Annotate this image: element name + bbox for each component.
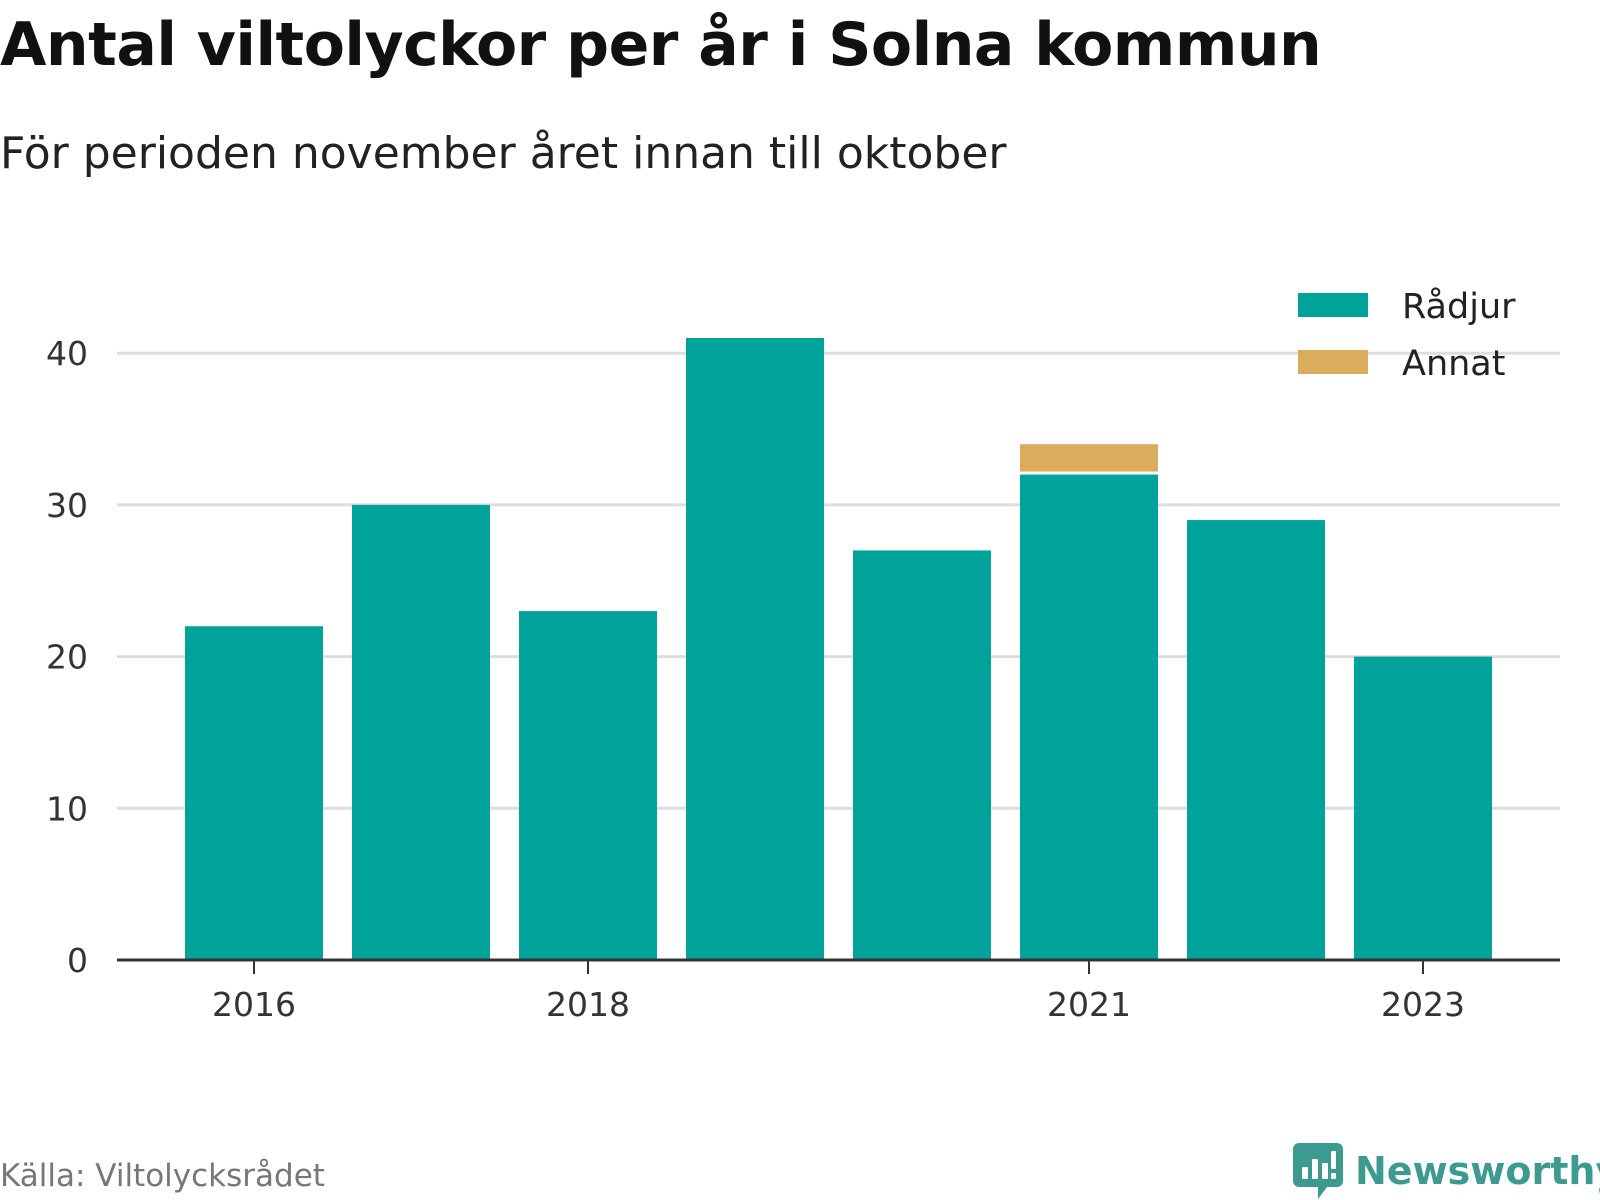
y-tick-label: 0 [67, 941, 88, 980]
y-tick-label: 10 [46, 789, 88, 828]
chart-title: Antal viltolyckor per år i Solna kommun [0, 10, 1322, 80]
gridlines [117, 351, 1560, 810]
legend-swatch-annat [1298, 350, 1368, 374]
y-tick-label: 40 [46, 334, 88, 373]
newsworthy-logo-text: Newsworthy [1355, 1149, 1600, 1193]
source-note: Källa: Viltolycksrådet [0, 1158, 325, 1194]
legend-swatch-radjur [1298, 293, 1368, 317]
bar-radjur-2018 [519, 611, 657, 960]
legend: Rådjur Annat [1298, 286, 1516, 384]
bar-radjur-2019 [686, 338, 824, 960]
bar-radjur-2023 [1354, 656, 1492, 960]
bar-chart: 0 10 20 30 40 2016 2018 2021 2023 Rådjur Annat [46, 286, 1560, 1024]
bar-radjur-2021 [1020, 474, 1158, 960]
chart-subtitle: För perioden november året innan till ok… [0, 128, 1007, 179]
newsworthy-logo: Newsworthy [1293, 1143, 1600, 1199]
x-tick-label: 2016 [212, 985, 296, 1024]
y-tick-label: 30 [46, 486, 88, 525]
bar-radjur-2020 [853, 550, 991, 960]
x-tick-label: 2018 [546, 985, 630, 1024]
legend-label-annat: Annat [1402, 344, 1505, 384]
bar-annat-2021 [1020, 444, 1158, 472]
x-tick-label: 2021 [1047, 985, 1131, 1024]
legend-label-radjur: Rådjur [1402, 286, 1516, 327]
axes: 0 10 20 30 40 2016 2018 2021 2023 [46, 334, 1560, 1024]
newsworthy-logo-icon [1293, 1143, 1343, 1199]
bar-radjur-2017 [352, 504, 490, 960]
bars [185, 338, 1492, 960]
bar-radjur-2016 [185, 626, 323, 960]
x-tick-label: 2023 [1381, 985, 1465, 1024]
y-tick-label: 20 [46, 638, 88, 677]
bar-radjur-2022 [1187, 520, 1325, 960]
